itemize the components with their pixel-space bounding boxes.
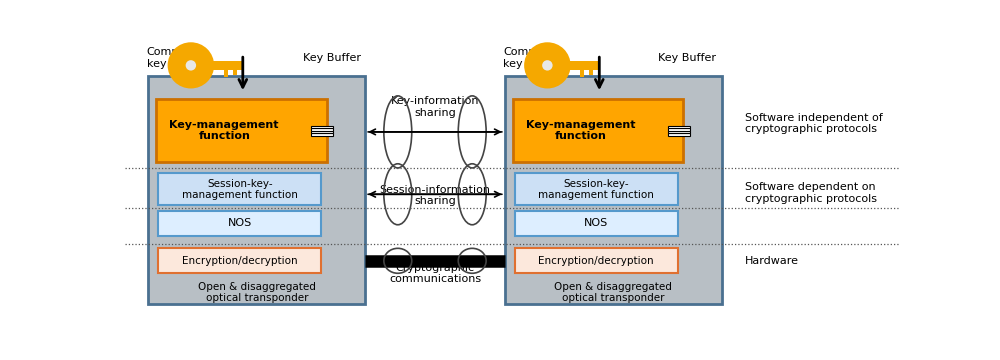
Text: Open & disaggregated
optical transponder: Open & disaggregated optical transponder: [554, 282, 672, 303]
Text: Common
key: Common key: [503, 48, 553, 69]
Bar: [311, 131, 333, 133]
Text: NOS: NOS: [228, 219, 252, 228]
Text: Key Buffer: Key Buffer: [303, 53, 361, 63]
Text: Session-information
sharing: Session-information sharing: [380, 185, 490, 206]
Bar: [156, 99, 326, 162]
Ellipse shape: [541, 59, 554, 72]
Text: Cryptographic
communications: Cryptographic communications: [389, 263, 481, 284]
Bar: [515, 174, 678, 205]
Bar: [158, 174, 321, 205]
Bar: [668, 128, 690, 131]
Bar: [668, 131, 690, 133]
Bar: [505, 76, 722, 304]
Text: Key-management
function: Key-management function: [169, 120, 279, 141]
Text: Software independent of
cryptographic protocols: Software independent of cryptographic pr…: [745, 113, 883, 134]
Bar: [233, 69, 237, 75]
Bar: [515, 248, 678, 273]
Bar: [311, 126, 333, 128]
Bar: [515, 211, 678, 236]
Bar: [512, 99, 683, 162]
Ellipse shape: [184, 59, 197, 72]
Text: Common
key: Common key: [147, 48, 197, 69]
Text: Key-information
sharing: Key-information sharing: [391, 96, 479, 118]
Bar: [158, 211, 321, 236]
Bar: [224, 69, 228, 77]
Ellipse shape: [186, 60, 196, 71]
Text: Session-key-
management function: Session-key- management function: [182, 179, 298, 200]
Text: Key-management
function: Key-management function: [526, 120, 635, 141]
Text: NOS: NOS: [584, 219, 608, 228]
Bar: [668, 126, 690, 128]
Bar: [213, 61, 243, 69]
Bar: [589, 69, 593, 75]
Ellipse shape: [524, 42, 571, 89]
Bar: [311, 134, 333, 136]
Ellipse shape: [168, 42, 214, 89]
Text: Hardware: Hardware: [745, 256, 799, 266]
Bar: [158, 248, 321, 273]
Text: Encryption/decryption: Encryption/decryption: [182, 256, 298, 266]
Text: Software dependent on
cryptographic protocols: Software dependent on cryptographic prot…: [745, 182, 877, 204]
Text: Open & disaggregated
optical transponder: Open & disaggregated optical transponder: [198, 282, 316, 303]
Ellipse shape: [537, 55, 558, 76]
Text: Session-key-
management function: Session-key- management function: [538, 179, 654, 200]
Bar: [311, 128, 333, 131]
Ellipse shape: [542, 60, 553, 71]
Ellipse shape: [180, 55, 201, 76]
Text: Key Buffer: Key Buffer: [658, 53, 716, 63]
Bar: [148, 76, 365, 304]
Bar: [569, 61, 600, 69]
Bar: [668, 134, 690, 136]
Text: Encryption/decryption: Encryption/decryption: [538, 256, 654, 266]
Bar: [580, 69, 584, 77]
